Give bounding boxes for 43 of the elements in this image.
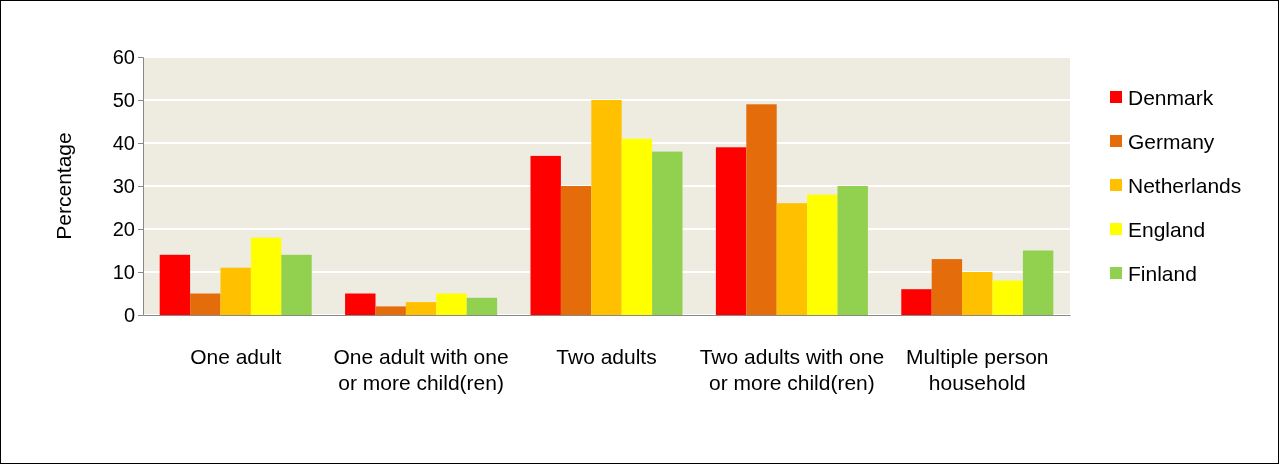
legend-label: Netherlands: [1128, 174, 1242, 197]
bar: [931, 259, 963, 315]
bar: [530, 155, 561, 315]
bar: [837, 186, 868, 315]
y-tick-label: 60: [112, 45, 135, 68]
bar: [436, 293, 467, 315]
y-tick-label: 40: [112, 131, 135, 154]
x-tick-label: Two adults: [556, 345, 657, 368]
bar: [962, 272, 993, 315]
bar: [652, 151, 683, 315]
bar: [190, 293, 221, 315]
bar: [1022, 250, 1054, 315]
y-tick-label: 30: [112, 174, 135, 197]
legend-label: Germany: [1128, 130, 1215, 153]
bar: [992, 280, 1023, 315]
legend-label: Finland: [1128, 262, 1197, 285]
x-tick-label: Two adults with one or more child(ren): [699, 345, 885, 394]
bar: [405, 302, 437, 315]
y-tick-label: 0: [123, 303, 135, 326]
y-axis-title: Percentage: [52, 132, 75, 240]
legend-label: Denmark: [1128, 86, 1214, 109]
bar: [901, 289, 932, 315]
bar: [776, 203, 808, 315]
bar: [807, 194, 838, 315]
bar: [345, 293, 376, 315]
y-tick-label: 10: [112, 260, 135, 283]
x-tick-label: Multiple person household: [906, 345, 1049, 394]
bar: [466, 297, 498, 315]
bar: [591, 100, 622, 315]
x-tick-label: One adult with one or more child(ren): [333, 345, 509, 394]
y-tick-label: 20: [112, 217, 135, 240]
bar: [715, 147, 747, 315]
bar: [375, 306, 406, 315]
bar: [159, 254, 191, 315]
bar: [220, 267, 251, 315]
legend-label: England: [1128, 218, 1206, 241]
bar: [281, 254, 312, 315]
bar: [621, 138, 653, 315]
bar: [250, 237, 282, 315]
bar: [560, 186, 592, 315]
bar: [746, 104, 777, 315]
y-tick-label: 50: [112, 88, 135, 111]
x-tick-label: One adult: [190, 345, 282, 368]
